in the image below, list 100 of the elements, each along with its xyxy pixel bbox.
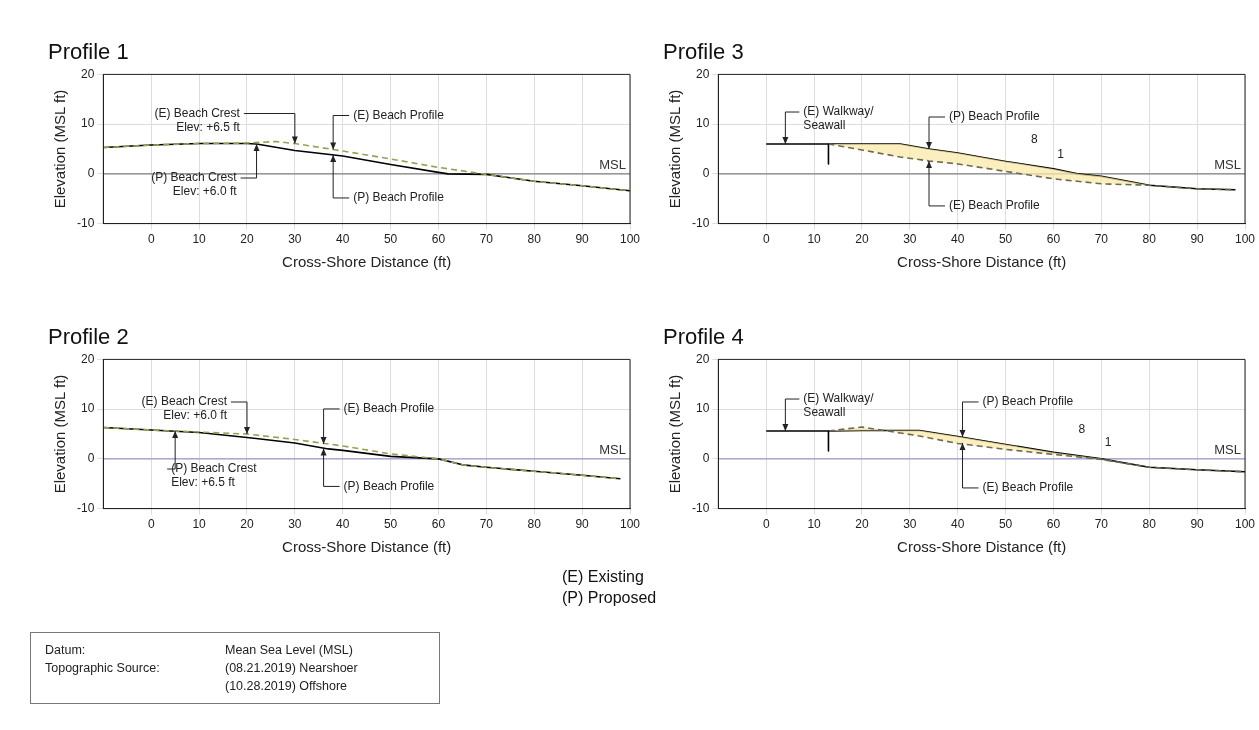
annotation: (P) Beach Profile	[949, 109, 1041, 124]
x-tick-label: 80	[527, 232, 542, 247]
text: (10.28.2019) Offshore	[225, 679, 348, 693]
annotation: (P) Beach Crest Elev: +6.5 ft	[171, 461, 258, 490]
annotation: (E) Walkway/ Seawall	[803, 391, 875, 420]
y-tick-label: 20	[80, 351, 95, 366]
x-tick-label: 90	[1190, 517, 1205, 532]
x-tick-label: 60	[1046, 517, 1061, 532]
chart-title: Profile 2	[48, 324, 129, 350]
y-tick-label: 0	[702, 451, 710, 466]
x-tick-label: 90	[575, 232, 590, 247]
x-tick-label: 70	[1094, 232, 1109, 247]
y-axis-title: Elevation (MSL ft)	[51, 374, 69, 494]
annotation: 1	[1104, 435, 1112, 450]
x-tick-label: 20	[855, 517, 869, 532]
y-tick-label: 10	[695, 401, 710, 416]
x-tick-label: 40	[951, 232, 965, 247]
y-tick-label: 0	[87, 166, 95, 181]
ref-line-label: MSL	[1214, 441, 1241, 457]
x-tick-label: 40	[951, 517, 965, 532]
annotation: (E) Beach Profile	[353, 107, 445, 122]
x-tick-label: 10	[192, 517, 207, 532]
y-tick-label: 20	[695, 66, 710, 81]
annotation: (E) Beach Profile	[343, 401, 435, 416]
annotation: (E) Beach Crest Elev: +6.5 ft	[154, 105, 241, 134]
chart-title: Profile 3	[663, 39, 744, 65]
x-tick-label: 0	[147, 232, 155, 247]
text: Datum:	[45, 643, 86, 657]
x-tick-label: 70	[479, 517, 494, 532]
y-tick-label: 0	[87, 451, 95, 466]
x-tick-label: 90	[575, 517, 590, 532]
x-tick-label: 80	[1142, 232, 1157, 247]
y-tick-label: -10	[77, 215, 95, 230]
x-tick-label: 60	[431, 232, 446, 247]
ref-line-label: MSL	[1214, 156, 1241, 172]
annotation: (P) Beach Profile	[982, 394, 1074, 409]
x-tick-label: 10	[807, 232, 822, 247]
x-tick-label: 90	[1190, 232, 1205, 247]
x-tick-label: 50	[998, 517, 1013, 532]
x-tick-label: 70	[479, 232, 494, 247]
x-tick-label: 10	[807, 517, 822, 532]
x-axis-title: Cross-Shore Distance (ft)	[282, 253, 452, 271]
x-tick-label: 100	[1234, 517, 1256, 532]
y-tick-label: -10	[692, 215, 710, 230]
y-tick-label: 10	[695, 116, 710, 131]
x-tick-label: 70	[1094, 517, 1109, 532]
x-tick-label: 60	[1046, 232, 1061, 247]
y-tick-label: -10	[692, 500, 710, 515]
x-tick-label: 40	[336, 232, 350, 247]
annotation: (P) Beach Crest Elev: +6.0 ft	[151, 170, 238, 199]
x-tick-label: 30	[903, 517, 917, 532]
text: (P) Proposed	[562, 589, 657, 606]
x-tick-label: 20	[240, 232, 254, 247]
y-axis-title: Elevation (MSL ft)	[666, 374, 684, 494]
x-tick-label: 50	[998, 232, 1013, 247]
annotation: (P) Beach Profile	[353, 190, 445, 205]
annotation: (P) Beach Profile	[343, 478, 435, 493]
text: (08.21.2019) Nearshoer	[225, 661, 358, 675]
annotation: (E) Beach Profile	[982, 480, 1074, 495]
annotation: 1	[1057, 147, 1065, 162]
x-tick-label: 100	[619, 517, 641, 532]
x-tick-label: 20	[240, 517, 254, 532]
x-tick-label: 0	[762, 517, 770, 532]
x-tick-label: 10	[192, 232, 207, 247]
y-tick-label: 10	[80, 401, 95, 416]
x-tick-label: 40	[336, 517, 350, 532]
x-axis-title: Cross-Shore Distance (ft)	[897, 538, 1067, 556]
x-tick-label: 80	[527, 517, 542, 532]
ref-line-label: MSL	[599, 441, 626, 457]
y-tick-label: 20	[80, 66, 95, 81]
x-tick-label: 0	[147, 517, 155, 532]
x-tick-label: 30	[903, 232, 917, 247]
chart-title: Profile 1	[48, 39, 129, 65]
x-tick-label: 60	[431, 517, 446, 532]
x-axis-title: Cross-Shore Distance (ft)	[897, 253, 1067, 271]
annotation: (E) Beach Crest Elev: +6.0 ft	[141, 394, 228, 423]
y-tick-label: 0	[702, 166, 710, 181]
annotation: 8	[1078, 421, 1086, 436]
annotation: (E) Beach Profile	[949, 198, 1041, 213]
annotation: 8	[1030, 132, 1038, 147]
y-tick-label: -10	[77, 500, 95, 515]
text: (E) Existing	[562, 568, 644, 585]
x-tick-label: 50	[383, 232, 398, 247]
x-tick-label: 100	[619, 232, 641, 247]
text: Topographic Source:	[45, 661, 160, 675]
x-tick-label: 50	[383, 517, 398, 532]
chart-title: Profile 4	[663, 324, 744, 350]
ref-line-label: MSL	[599, 156, 626, 172]
x-tick-label: 30	[288, 232, 302, 247]
x-tick-label: 20	[855, 232, 869, 247]
x-tick-label: 100	[1234, 232, 1256, 247]
y-axis-title: Elevation (MSL ft)	[51, 89, 69, 209]
text: Mean Sea Level (MSL)	[225, 643, 353, 657]
x-tick-label: 30	[288, 517, 302, 532]
y-axis-title: Elevation (MSL ft)	[666, 89, 684, 209]
annotation: (E) Walkway/ Seawall	[803, 104, 875, 133]
y-tick-label: 10	[80, 116, 95, 131]
x-tick-label: 80	[1142, 517, 1157, 532]
x-tick-label: 0	[762, 232, 770, 247]
y-tick-label: 20	[695, 351, 710, 366]
